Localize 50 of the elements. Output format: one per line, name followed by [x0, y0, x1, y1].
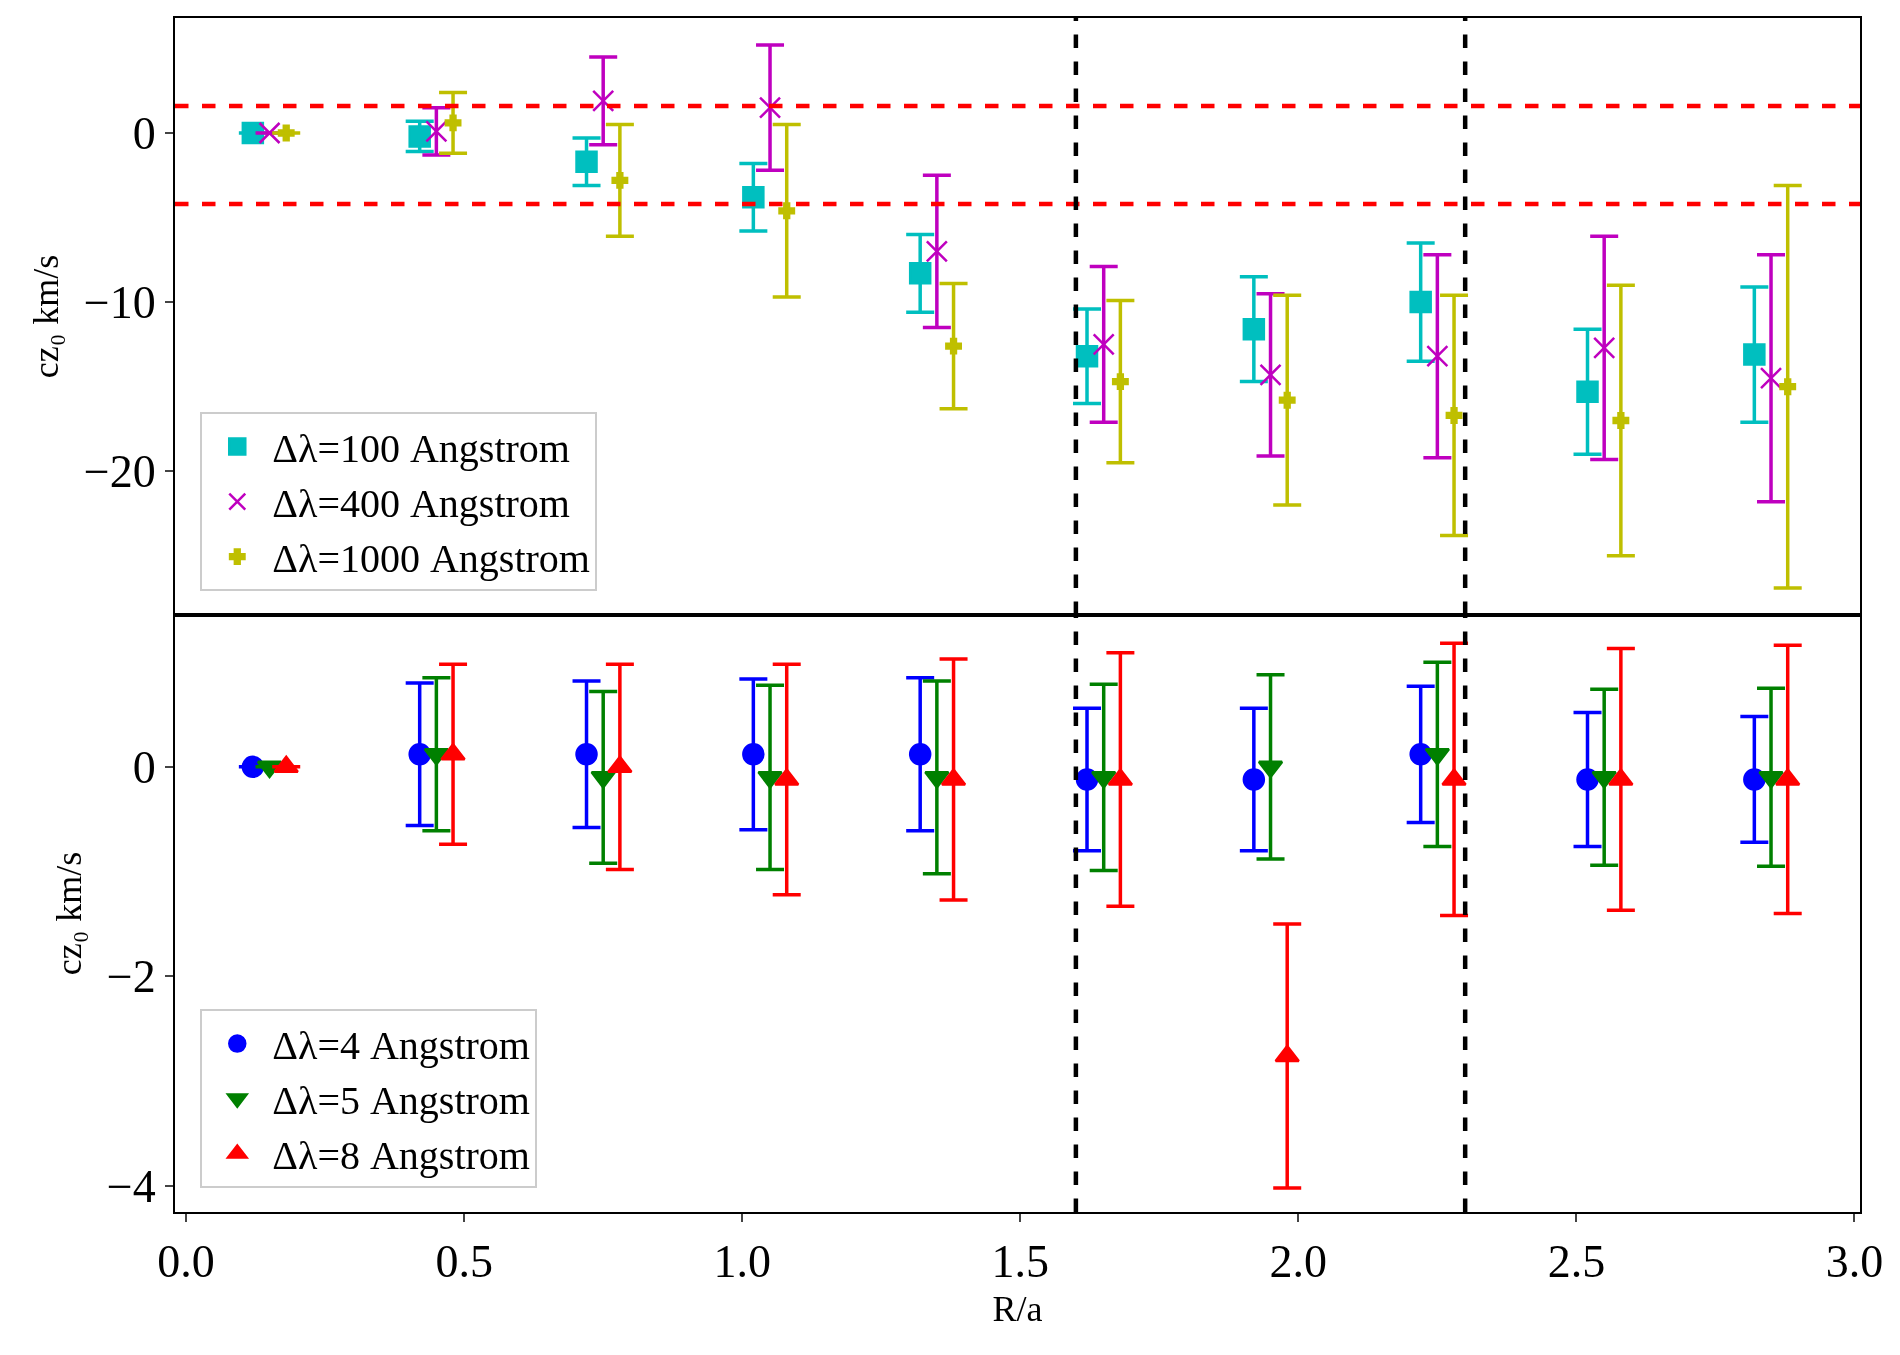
point: [1092, 333, 1115, 356]
point: [425, 120, 448, 143]
point: [1409, 290, 1432, 314]
point: [1743, 343, 1766, 366]
point: [1111, 373, 1129, 391]
point: [1075, 344, 1099, 368]
y-tick-label: −2: [106, 951, 156, 1003]
legend-label: Δλ=400 Angstrom: [272, 481, 570, 527]
point: [1278, 391, 1296, 409]
point: [1759, 366, 1783, 390]
legend-label: Δλ=100 Angstrom: [272, 426, 570, 472]
y-tick-label: 0: [132, 741, 156, 793]
x-tick-label: 2.0: [1269, 1236, 1328, 1288]
legend-label: Δλ=4 Angstrom: [272, 1023, 530, 1069]
x-tick-label: 1.5: [991, 1236, 1050, 1288]
x-tick-label: 2.5: [1547, 1236, 1606, 1288]
x-tick-label: 0.0: [157, 1236, 215, 1288]
y-axis-title: cz₀ km/s: [49, 851, 90, 976]
legend-label: Δλ=8 Angstrom: [272, 1133, 530, 1179]
y-tick-label: −20: [83, 446, 156, 498]
point: [925, 240, 949, 263]
point: [945, 337, 962, 355]
y-tick-label: −4: [106, 1160, 156, 1212]
x-tick-label: 0.5: [435, 1236, 493, 1288]
point: [758, 96, 782, 119]
point: [908, 262, 932, 285]
point: [1259, 363, 1282, 387]
point: [591, 89, 615, 113]
point: [1242, 317, 1266, 341]
legend-label: Δλ=5 Angstrom: [272, 1078, 530, 1124]
point: [277, 124, 295, 142]
x-axis-title: R/a: [992, 1289, 1043, 1330]
point: [1612, 412, 1630, 429]
point: [258, 121, 281, 145]
y-axis-title: cz₀ km/s: [26, 254, 67, 379]
point: [611, 171, 629, 189]
point: [1426, 344, 1449, 368]
y-tick-label: 0: [132, 108, 156, 160]
point: [1779, 378, 1797, 396]
point: [408, 125, 431, 148]
point: [1576, 380, 1599, 404]
point: [1592, 336, 1616, 360]
x-tick-label: 3.0: [1825, 1236, 1884, 1288]
point: [575, 150, 598, 173]
x-tick-label: 1.0: [713, 1236, 771, 1288]
point: [444, 114, 462, 132]
point: [1445, 406, 1463, 424]
point: [778, 202, 796, 220]
legend-label: Δλ=1000 Angstrom: [272, 536, 590, 582]
y-tick-label: −10: [83, 277, 156, 329]
